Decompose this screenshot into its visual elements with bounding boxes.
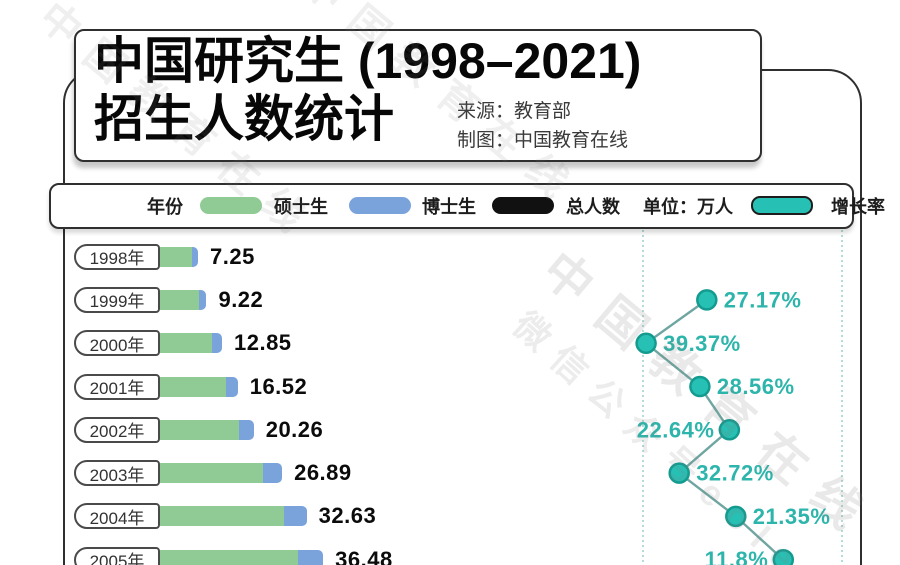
stacked-bar: [160, 419, 254, 440]
year-row-2002: 2002年 20.26: [0, 408, 620, 451]
masters-bar-segment: [160, 506, 284, 527]
year-row-2000: 2000年 12.85: [0, 322, 620, 365]
year-pill: 2002年: [74, 416, 160, 443]
stacked-bar: [160, 376, 238, 397]
year-row-1999: 1999年 9.22: [0, 278, 620, 321]
year-pill: 2000年: [74, 330, 160, 357]
title-line2: 招生人数统计: [94, 91, 394, 147]
phd-bar-segment: [238, 419, 254, 440]
year-pill: 2003年: [74, 460, 160, 487]
phd-bar-segment: [192, 246, 199, 267]
legend-bar: 年份 硕士生 博士生 总人数 单位：万人 增长率: [49, 183, 885, 229]
legend-unit-label: 单位：万人: [643, 197, 733, 217]
masters-bar-segment: [160, 246, 193, 267]
legend-label-phd: 博士生: [422, 197, 476, 217]
legend-swatch-phd: [349, 197, 411, 214]
phd-bar-segment: [225, 376, 238, 397]
year-pill: 1998年: [74, 243, 160, 270]
year-row-2004: 2004年 32.63: [0, 495, 620, 538]
legend-year-label: 年份: [147, 197, 183, 217]
year-row-2001: 2001年 16.52: [0, 365, 620, 408]
total-value-label: 16.52: [249, 373, 308, 399]
legend-swatch-growth: [751, 196, 813, 215]
stacked-bar: [160, 333, 222, 354]
source-block: 来源：教育部 制图：中国教育在线: [457, 97, 628, 155]
credit-text: 制图：中国教育在线: [457, 130, 629, 151]
phd-bar-segment: [298, 549, 324, 565]
source-text: 来源：教育部: [457, 101, 572, 122]
total-value-label: 7.25: [210, 243, 255, 269]
total-value-label: 9.22: [218, 286, 264, 312]
legend-label-total: 总人数: [566, 197, 620, 217]
phd-bar-segment: [263, 463, 283, 484]
stacked-bar: [160, 549, 324, 565]
masters-bar-segment: [160, 549, 299, 565]
year-row-1998: 1998年 7.25: [0, 235, 620, 278]
year-row-2005: 2005年 36.48: [0, 538, 620, 565]
stacked-bar: [160, 463, 283, 484]
year-pill: 2005年: [74, 546, 160, 565]
phd-bar-segment: [211, 333, 222, 354]
stacked-bar: [160, 289, 207, 310]
masters-bar-segment: [160, 463, 264, 484]
legend-label-growth: 增长率: [831, 197, 885, 217]
year-pill: 1999年: [74, 286, 160, 313]
total-value-label: 36.48: [335, 546, 393, 565]
total-value-label: 12.85: [233, 330, 292, 356]
title-line1: 中国研究生 (1998–2021): [94, 33, 642, 89]
phd-bar-segment: [283, 506, 307, 527]
total-value-label: 26.89: [294, 460, 352, 486]
masters-bar-segment: [160, 289, 200, 310]
year-pill: 2001年: [74, 373, 160, 400]
legend-swatch-total: [492, 197, 554, 214]
masters-bar-segment: [160, 376, 226, 397]
legend-swatch-masters: [200, 197, 262, 214]
masters-bar-segment: [160, 333, 212, 354]
total-value-label: 20.26: [265, 416, 324, 442]
legend-label-masters: 硕士生: [274, 197, 328, 217]
year-row-2003: 2003年 26.89: [0, 451, 620, 494]
rows-container: 1998年 7.25 1999年 9.22 2000年 12.85 2001年 16.52 20…: [0, 235, 620, 565]
stacked-bar: [160, 506, 307, 527]
stacked-bar: [160, 246, 199, 267]
masters-bar-segment: [160, 419, 239, 440]
total-value-label: 32.63: [318, 503, 377, 529]
phd-bar-segment: [199, 289, 207, 310]
year-pill: 2004年: [74, 503, 160, 530]
title-box: 中国研究生 (1998–2021) 招生人数统计 来源：教育部 制图：中国教育在…: [74, 29, 762, 162]
